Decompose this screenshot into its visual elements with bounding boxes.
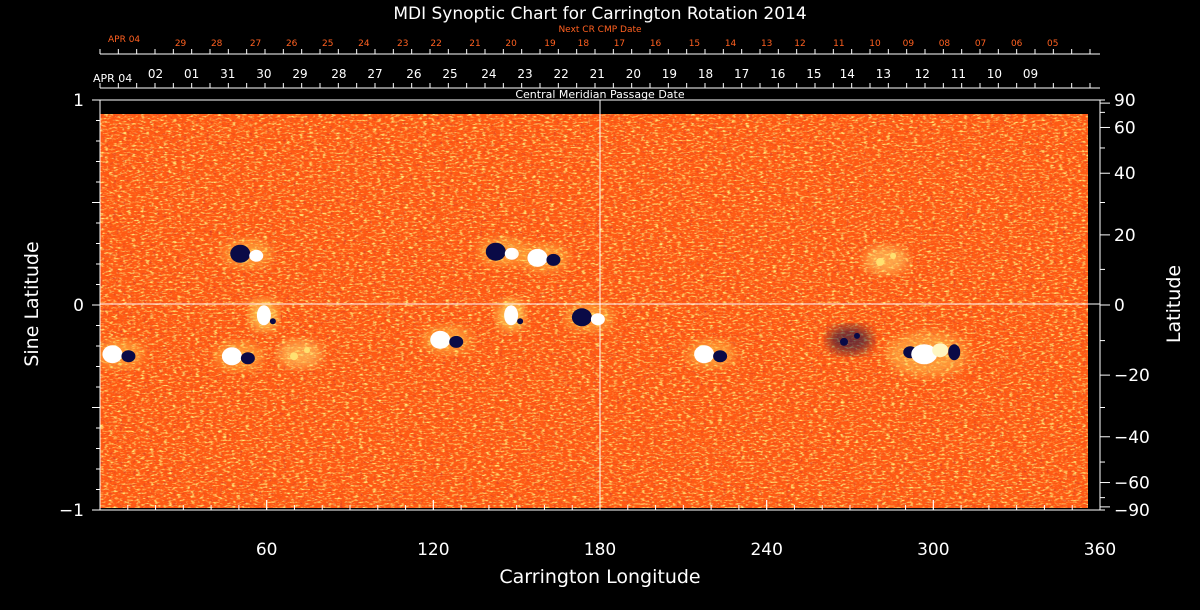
- cmp-tick-label: 15: [806, 67, 821, 81]
- cmp-tick-label: 01: [184, 67, 199, 81]
- y-right-tick-label: 20: [1114, 226, 1136, 246]
- next-cmp-tick-label: 23: [397, 39, 408, 49]
- cmp-ticks: 02 01 31 30 29 28 27 26 25 24 23 22 21 20 19 18 17 16 15 14…: [99, 67, 1091, 88]
- active-region: [100, 340, 144, 369]
- active-region: [249, 299, 278, 332]
- cmp-tick-label: 17: [734, 67, 749, 81]
- active-region: [223, 239, 272, 268]
- next-cmp-tick-label: 08: [939, 39, 951, 49]
- next-cmp-tick-label: 15: [689, 39, 700, 49]
- next-cmp-tick-label: 11: [833, 39, 844, 49]
- y-left-tick-label: 0: [73, 296, 84, 316]
- magnetogram-map: [100, 113, 1088, 508]
- active-region: [214, 342, 263, 371]
- cmp-tick-label: 14: [840, 67, 855, 81]
- active-region: [278, 340, 322, 369]
- chart-title: MDI Synoptic Chart for Carrington Rotati…: [393, 4, 806, 24]
- next-cmp-tick-label: 06: [1011, 39, 1023, 49]
- cmp-tick-label: 28: [331, 67, 346, 81]
- cmp-tick-label: 30: [256, 67, 271, 81]
- next-cmp-tick-label: 28: [211, 39, 223, 49]
- next-cmp-tick-label: 12: [794, 39, 805, 49]
- next-cmp-tick-label: 24: [358, 39, 370, 49]
- next-cmp-tick-label: 26: [286, 39, 298, 49]
- cmp-tick-label: 12: [915, 67, 930, 81]
- polar-gap-right: [1088, 100, 1100, 510]
- active-region: [564, 303, 613, 332]
- y-right-tick-label: 60: [1114, 118, 1136, 138]
- y-right-tick-label: 90: [1114, 91, 1136, 111]
- x-axis-ticks: 60 120 180 240 300 360: [127, 500, 1116, 560]
- active-regions: [100, 237, 968, 377]
- x-tick-label: 60: [256, 540, 278, 560]
- y-right-tick-label: 0: [1114, 296, 1125, 316]
- y-left-axis-label: Sine Latitude: [21, 241, 43, 366]
- cmp-tick-label: 25: [442, 67, 457, 81]
- next-cmp-tick-label: 14: [725, 39, 737, 49]
- next-cmp-tick-label: 09: [903, 39, 915, 49]
- active-region: [687, 340, 736, 369]
- cmp-tick-label: 02: [148, 67, 163, 81]
- y-right-axis-label: Latitude: [1163, 265, 1185, 343]
- y-right-tick-label: 40: [1114, 164, 1136, 184]
- cmp-tick-label: 23: [517, 67, 532, 81]
- next-cmp-tick-label: 07: [975, 39, 986, 49]
- cmp-start-label: APR 04: [93, 72, 132, 85]
- y-right-tick-label: −40: [1114, 428, 1150, 448]
- x-tick-label: 240: [750, 540, 782, 560]
- y-left-tick-label: 1: [73, 91, 84, 111]
- cmp-tick-label: 27: [367, 67, 382, 81]
- cmp-tick-label: 20: [626, 67, 641, 81]
- next-cmp-axis-label: Next CR CMP Date: [558, 25, 642, 35]
- x-tick-label: 300: [917, 540, 949, 560]
- active-region: [478, 237, 527, 266]
- next-cmp-tick-label: 16: [650, 39, 662, 49]
- cmp-tick-label: 18: [698, 67, 713, 81]
- active-region: [864, 245, 909, 274]
- y-right-tick-label: −20: [1114, 366, 1150, 386]
- next-cmp-tick-label: 22: [430, 39, 441, 49]
- cmp-tick-label: 22: [553, 67, 568, 81]
- next-cmp-tick-label: 17: [614, 39, 625, 49]
- cmp-tick-label: 11: [951, 67, 966, 81]
- active-region: [887, 332, 968, 377]
- cmp-tick-label: 31: [220, 67, 235, 81]
- x-tick-label: 360: [1084, 540, 1116, 560]
- cmp-axis-label: Central Meridian Passage Date: [515, 88, 684, 101]
- cmp-tick-label: 13: [876, 67, 891, 81]
- next-cmp-tick-label: 19: [544, 39, 556, 49]
- next-cmp-tick-label: 25: [322, 39, 333, 49]
- cmp-tick-label: 10: [987, 67, 1002, 81]
- y-right-tick-label: −90: [1114, 501, 1150, 521]
- active-region: [520, 243, 569, 272]
- y-left-tick-label: −1: [59, 501, 84, 521]
- active-region: [497, 299, 526, 332]
- cmp-tick-label: 09: [1023, 67, 1038, 81]
- next-cmp-ticks: 29 28 27 26 25 24 23 22 21 20 19 18 17 16 15 14 13 12 11 10…: [99, 39, 1091, 54]
- cmp-tick-label: 29: [292, 67, 307, 81]
- cmp-tick-label: 19: [662, 67, 677, 81]
- x-axis-label: Carrington Longitude: [499, 566, 700, 588]
- cmp-tick-label: 21: [590, 67, 605, 81]
- active-region: [828, 325, 872, 354]
- x-tick-label: 120: [417, 540, 449, 560]
- next-cmp-tick-label: 10: [869, 39, 881, 49]
- next-cmp-tick-label: 05: [1047, 39, 1058, 49]
- cmp-tick-label: 24: [481, 67, 496, 81]
- next-cmp-tick-label: 27: [250, 39, 261, 49]
- next-cmp-tick-label: 20: [505, 39, 517, 49]
- x-tick-label: 180: [584, 540, 616, 560]
- next-cmp-tick-label: 21: [469, 39, 480, 49]
- cmp-tick-label: 16: [770, 67, 785, 81]
- y-right-ticks: 90 60 40 20 0 −20 −40 −60 −90: [1100, 91, 1150, 521]
- y-right-tick-label: −60: [1114, 474, 1150, 494]
- y-left-ticks: 1 0 −1: [59, 91, 100, 521]
- active-region: [423, 325, 472, 354]
- cmp-tick-label: 26: [406, 67, 421, 81]
- next-cmp-start-label: APR 04: [108, 35, 140, 45]
- next-cmp-tick-label: 29: [175, 39, 187, 49]
- next-cmp-tick-label: 18: [578, 39, 590, 49]
- next-cmp-tick-label: 13: [761, 39, 772, 49]
